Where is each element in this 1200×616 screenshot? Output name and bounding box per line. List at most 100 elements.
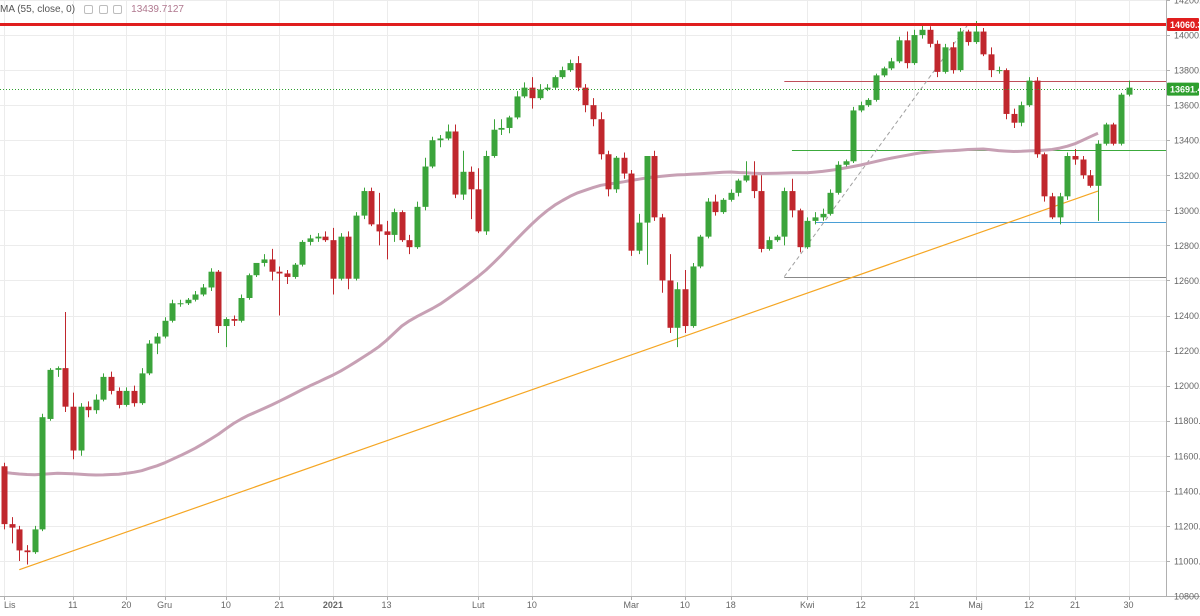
candle-body[interactable] (682, 289, 689, 327)
candle-body[interactable] (1095, 143, 1102, 186)
candle-body[interactable] (238, 298, 245, 321)
candle-body[interactable] (315, 236, 322, 239)
support-trendline[interactable] (19, 190, 1099, 571)
candle-body[interactable] (32, 529, 39, 553)
settings-icon[interactable] (98, 5, 108, 14)
candle-body[interactable] (384, 231, 391, 235)
candle-body[interactable] (483, 156, 490, 232)
candle-body[interactable] (376, 224, 383, 232)
candle-body[interactable] (215, 271, 222, 327)
candle-body[interactable] (812, 217, 819, 221)
candle-body[interactable] (820, 213, 827, 218)
candle-body[interactable] (299, 241, 306, 265)
candle-body[interactable] (338, 236, 345, 279)
candle-body[interactable] (1126, 87, 1133, 95)
candle-body[interactable] (284, 273, 291, 277)
candle-body[interactable] (674, 289, 681, 328)
candle-body[interactable] (904, 40, 911, 64)
candle-body[interactable] (712, 201, 719, 213)
candle-body[interactable] (116, 390, 123, 405)
candle-body[interactable] (934, 43, 941, 72)
candle-body[interactable] (1049, 196, 1056, 218)
candle-body[interactable] (950, 47, 957, 71)
candle-body[interactable] (429, 140, 436, 167)
candle-body[interactable] (460, 171, 467, 195)
candle-body[interactable] (85, 406, 92, 411)
candle-body[interactable] (1118, 94, 1125, 144)
candle-body[interactable] (690, 266, 697, 327)
candle-body[interactable] (185, 299, 192, 304)
candle-body[interactable] (636, 222, 643, 251)
candle-body[interactable] (521, 87, 528, 97)
candle-body[interactable] (835, 164, 842, 193)
candle-body[interactable] (78, 406, 85, 451)
candle-body[interactable] (192, 294, 199, 300)
candle-body[interactable] (162, 320, 169, 337)
candle-body[interactable] (177, 303, 184, 305)
candle-body[interactable] (93, 399, 100, 411)
candle-body[interactable] (1072, 156, 1079, 160)
candle-body[interactable] (537, 89, 544, 99)
candle-body[interactable] (659, 217, 666, 281)
candle-body[interactable] (169, 303, 176, 321)
candle-body[interactable] (735, 180, 742, 193)
close-icon[interactable] (113, 5, 123, 14)
resistance-price-badge-bg[interactable] (1167, 17, 1199, 31)
candle-body[interactable] (514, 96, 521, 118)
candle-body[interactable] (651, 156, 658, 218)
last-price-badge-bg[interactable] (1167, 82, 1199, 96)
candle-body[interactable] (751, 175, 758, 192)
candle-body[interactable] (1018, 105, 1025, 123)
candle-body[interactable] (628, 173, 635, 251)
candle-body[interactable] (123, 390, 130, 405)
candle-body[interactable] (154, 336, 161, 344)
candle-body[interactable] (858, 105, 865, 111)
candle-body[interactable] (705, 201, 712, 237)
candle-body[interactable] (445, 131, 452, 139)
candle-body[interactable] (927, 29, 934, 44)
candle-body[interactable] (590, 105, 597, 120)
candle-body[interactable] (605, 154, 612, 190)
candle-body[interactable] (544, 87, 551, 90)
candle-body[interactable] (223, 319, 230, 327)
candle-body[interactable] (1011, 113, 1018, 123)
candle-body[interactable] (980, 31, 987, 55)
candle-body[interactable] (276, 271, 283, 274)
candle-body[interactable] (139, 373, 146, 404)
candle-body[interactable] (881, 68, 888, 76)
candle-body[interactable] (70, 406, 77, 451)
candle-body[interactable] (728, 192, 735, 200)
candle-body[interactable] (1003, 70, 1010, 114)
candle-body[interactable] (1041, 154, 1048, 197)
candle-body[interactable] (559, 70, 566, 78)
candle-body[interactable] (720, 199, 727, 213)
candle-body[interactable] (253, 262, 260, 276)
candle-body[interactable] (414, 206, 421, 248)
candle-body[interactable] (399, 212, 406, 241)
candle-body[interactable] (850, 110, 857, 162)
candle-body[interactable] (911, 35, 918, 64)
candle-body[interactable] (330, 240, 337, 279)
candle-body[interactable] (888, 61, 895, 69)
candle-body[interactable] (598, 119, 605, 155)
candle-body[interactable] (1103, 124, 1110, 144)
candle-body[interactable] (108, 376, 115, 391)
candle-body[interactable] (506, 117, 513, 128)
candle-body[interactable] (843, 161, 850, 165)
candle-body[interactable] (942, 47, 949, 72)
candle-body[interactable] (896, 40, 903, 62)
candle-body[interactable] (973, 31, 980, 43)
candle-body[interactable] (1057, 196, 1064, 218)
candle-body[interactable] (231, 319, 238, 321)
candle-body[interactable] (62, 368, 69, 407)
candle-body[interactable] (621, 157, 628, 174)
candle-body[interactable] (804, 220, 811, 248)
candle-body[interactable] (24, 550, 31, 553)
candle-body[interactable] (452, 131, 459, 195)
candle-body[interactable] (781, 191, 788, 237)
candle-body[interactable] (353, 215, 360, 279)
candle-body[interactable] (39, 417, 46, 530)
candle-body[interactable] (437, 138, 444, 141)
